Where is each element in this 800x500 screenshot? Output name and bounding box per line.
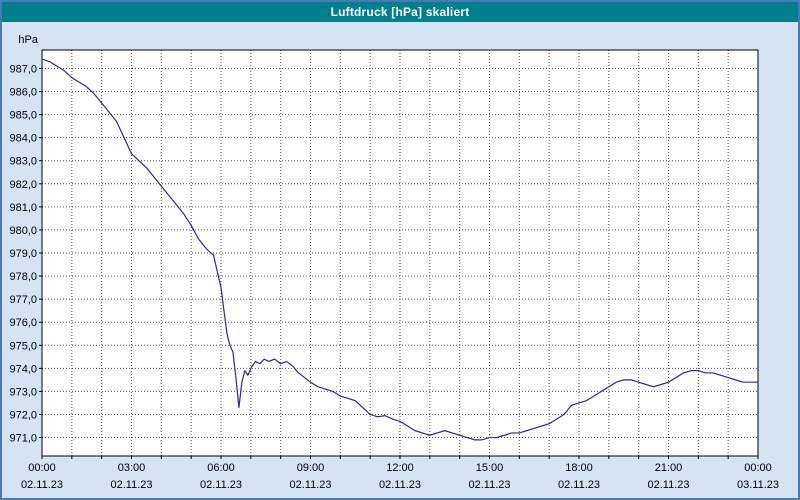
svg-text:00:00: 00:00 [28, 462, 56, 474]
svg-text:975,0: 975,0 [9, 340, 37, 352]
svg-text:06:00: 06:00 [207, 462, 235, 474]
window-title: Luftdruck [hPa] skaliert [330, 5, 470, 19]
svg-text:974,0: 974,0 [9, 363, 37, 375]
svg-text:00:00: 00:00 [744, 462, 772, 474]
svg-text:972,0: 972,0 [9, 409, 37, 421]
svg-text:09:00: 09:00 [297, 462, 325, 474]
svg-text:02.11.23: 02.11.23 [647, 479, 689, 491]
svg-text:02.11.23: 02.11.23 [289, 479, 331, 491]
svg-text:02.11.23: 02.11.23 [110, 479, 152, 491]
svg-text:985,0: 985,0 [9, 110, 37, 122]
svg-text:982,0: 982,0 [9, 179, 37, 191]
svg-text:02.11.23: 02.11.23 [468, 479, 510, 491]
svg-text:979,0: 979,0 [9, 248, 37, 260]
svg-text:978,0: 978,0 [9, 271, 37, 283]
svg-text:983,0: 983,0 [9, 156, 37, 168]
svg-text:976,0: 976,0 [9, 317, 37, 329]
svg-text:02.11.23: 02.11.23 [200, 479, 242, 491]
svg-text:987,0: 987,0 [9, 63, 37, 75]
svg-text:02.11.23: 02.11.23 [21, 479, 63, 491]
svg-text:981,0: 981,0 [9, 202, 37, 214]
svg-text:980,0: 980,0 [9, 225, 37, 237]
svg-text:03:00: 03:00 [118, 462, 146, 474]
svg-text:02.11.23: 02.11.23 [379, 479, 421, 491]
svg-text:973,0: 973,0 [9, 386, 37, 398]
pressure-line-chart: 971,0 972,0 973,0 974,0 975,0 976,0 977,0 978,0… [9, 34, 779, 491]
svg-text:02.11.23: 02.11.23 [558, 479, 600, 491]
svg-text:18:00: 18:00 [565, 462, 593, 474]
svg-text:984,0: 984,0 [9, 133, 37, 145]
svg-text:986,0: 986,0 [9, 87, 37, 99]
svg-text:971,0: 971,0 [9, 433, 37, 445]
svg-text:hPa: hPa [18, 34, 38, 46]
svg-text:15:00: 15:00 [476, 462, 504, 474]
svg-text:03.11.23: 03.11.23 [737, 479, 779, 491]
svg-text:21:00: 21:00 [655, 462, 683, 474]
svg-text:12:00: 12:00 [386, 462, 414, 474]
svg-text:977,0: 977,0 [9, 294, 37, 306]
titlebar: Luftdruck [hPa] skaliert [2, 2, 798, 22]
chart-area: 971,0 972,0 973,0 974,0 975,0 976,0 977,0 978,0… [2, 22, 798, 498]
